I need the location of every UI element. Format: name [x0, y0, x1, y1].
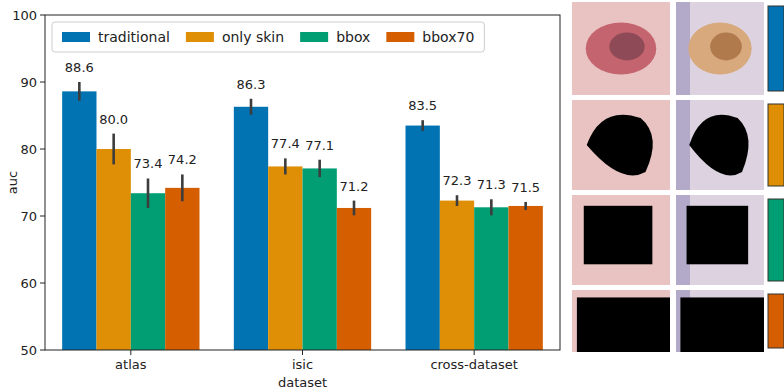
method-strip	[768, 104, 784, 186]
bar	[131, 193, 165, 350]
chart: 88.6 86.3 83.5 80.0 77.4 72.3 73.4 77.1 71.3 74.2…	[0, 0, 784, 392]
legend-label: bbox70	[422, 29, 474, 45]
legend: traditional only skin bbox bbox70	[52, 22, 484, 52]
lesion	[609, 33, 644, 61]
x-axis-label: dataset	[278, 375, 327, 390]
data-label: 72.3	[443, 173, 472, 188]
mask	[687, 206, 749, 264]
error-bar	[318, 160, 321, 177]
bar	[62, 91, 96, 350]
image-background	[572, 195, 670, 285]
legend-swatch	[186, 32, 214, 42]
lesion	[688, 22, 751, 74]
x-tick	[474, 350, 475, 355]
y-tick	[40, 15, 45, 16]
data-label: 77.1	[305, 138, 334, 153]
error-bar	[524, 202, 527, 210]
y-tick-label: 70	[20, 209, 37, 224]
legend-box	[52, 22, 484, 52]
image-background	[676, 290, 764, 352]
bar	[268, 166, 302, 350]
error-bar	[250, 99, 253, 115]
bar	[97, 149, 131, 350]
error-bar	[421, 120, 424, 131]
error-bar	[78, 82, 81, 101]
image-background	[676, 100, 764, 190]
lesion	[586, 22, 657, 74]
bar	[337, 208, 371, 350]
image-detail	[676, 2, 690, 95]
error-bar	[456, 195, 459, 206]
y-tick-label: 100	[12, 8, 37, 23]
mask	[577, 297, 670, 352]
legend-label: bbox	[336, 29, 370, 45]
x-tick-label: atlas	[115, 357, 147, 372]
data-label: 86.3	[237, 77, 266, 92]
x-tick	[130, 350, 131, 355]
mask	[584, 206, 653, 264]
error-bar	[490, 199, 493, 215]
image-detail	[676, 100, 690, 190]
y-tick	[40, 350, 45, 351]
error-bar	[181, 174, 184, 201]
image-background	[572, 100, 670, 190]
data-label: 73.4	[134, 156, 163, 171]
y-tick-label: 60	[20, 276, 37, 291]
lesion	[710, 33, 742, 61]
method-strip	[768, 6, 784, 91]
y-tick	[40, 216, 45, 217]
mask	[680, 297, 764, 352]
bar	[406, 126, 440, 350]
mask	[689, 115, 748, 176]
data-label: 71.2	[340, 179, 369, 194]
bar	[303, 168, 337, 350]
y-axis-label: auc	[5, 171, 20, 194]
legend-swatch	[386, 32, 414, 42]
bar	[474, 207, 508, 350]
x-tick	[302, 350, 303, 355]
data-label: 83.5	[408, 98, 437, 113]
y-tick-label: 80	[20, 142, 37, 157]
data-label: 71.3	[477, 177, 506, 192]
legend-label: only skin	[222, 29, 284, 45]
data-label: 74.2	[168, 152, 197, 167]
data-label: 80.0	[99, 112, 128, 127]
data-labels: 88.6 86.3 83.5 80.0 77.4 72.3 73.4 77.1 71.3 74.2…	[65, 60, 540, 195]
error-bar	[147, 178, 150, 207]
bar	[440, 201, 474, 350]
y-tick-label: 90	[20, 75, 37, 90]
legend-swatch	[300, 32, 328, 42]
method-strip	[768, 199, 784, 281]
bars	[62, 91, 543, 350]
data-label: 71.5	[511, 180, 540, 195]
y-tick	[40, 149, 45, 150]
data-label: 88.6	[65, 60, 94, 75]
image-background	[676, 2, 764, 95]
x-tick-label: isic	[292, 357, 313, 372]
legend-label: traditional	[98, 29, 170, 45]
image-background	[572, 290, 670, 352]
y-tick-label: 50	[20, 343, 37, 358]
method-strip	[768, 294, 784, 348]
error-bar	[353, 201, 356, 216]
error-bar	[284, 158, 287, 174]
y-tick	[40, 82, 45, 83]
frame	[45, 15, 560, 350]
error-bar	[112, 134, 115, 165]
image-background	[676, 195, 764, 285]
example-images	[572, 2, 784, 352]
bar	[234, 107, 268, 350]
mask	[587, 115, 653, 176]
bar	[165, 188, 199, 350]
legend-swatch	[62, 32, 90, 42]
error-bars	[79, 82, 525, 215]
bar	[509, 206, 543, 350]
image-background	[572, 2, 670, 95]
x-tick-label: cross-dataset	[430, 357, 518, 372]
y-tick	[40, 283, 45, 284]
data-label: 77.4	[271, 136, 300, 151]
